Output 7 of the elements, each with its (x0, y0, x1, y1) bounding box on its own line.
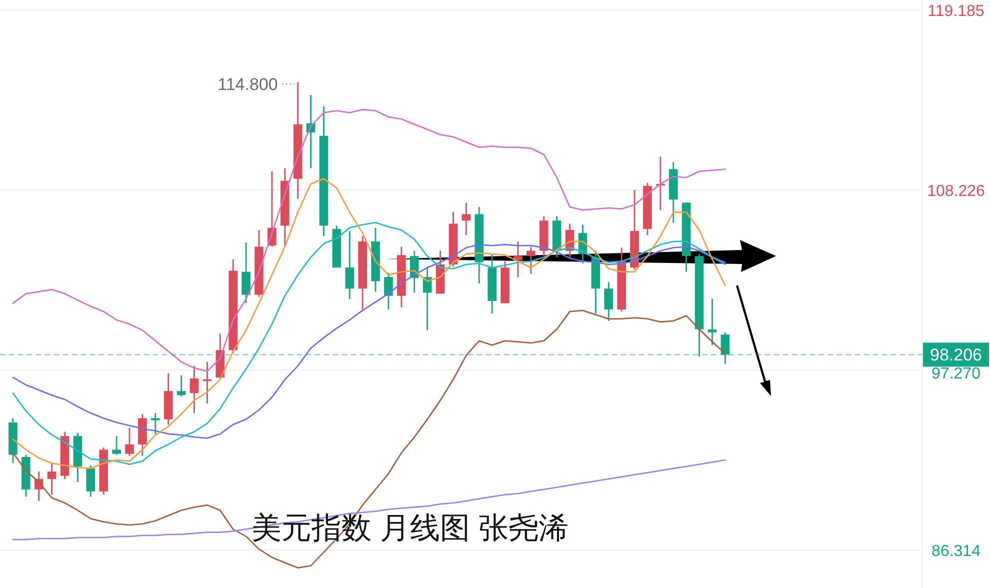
y-tick-label: 97.270 (932, 366, 981, 383)
ref-line-label: 98.206 (930, 346, 982, 365)
y-tick-label: 86.314 (932, 542, 981, 560)
annotation: 美元指数 月线图 张尧浠 (252, 512, 568, 545)
y-tick-label: 108.226 (927, 183, 986, 200)
annotation: 114.800 (218, 75, 278, 94)
y-tick-label: 119.185 (928, 3, 984, 20)
